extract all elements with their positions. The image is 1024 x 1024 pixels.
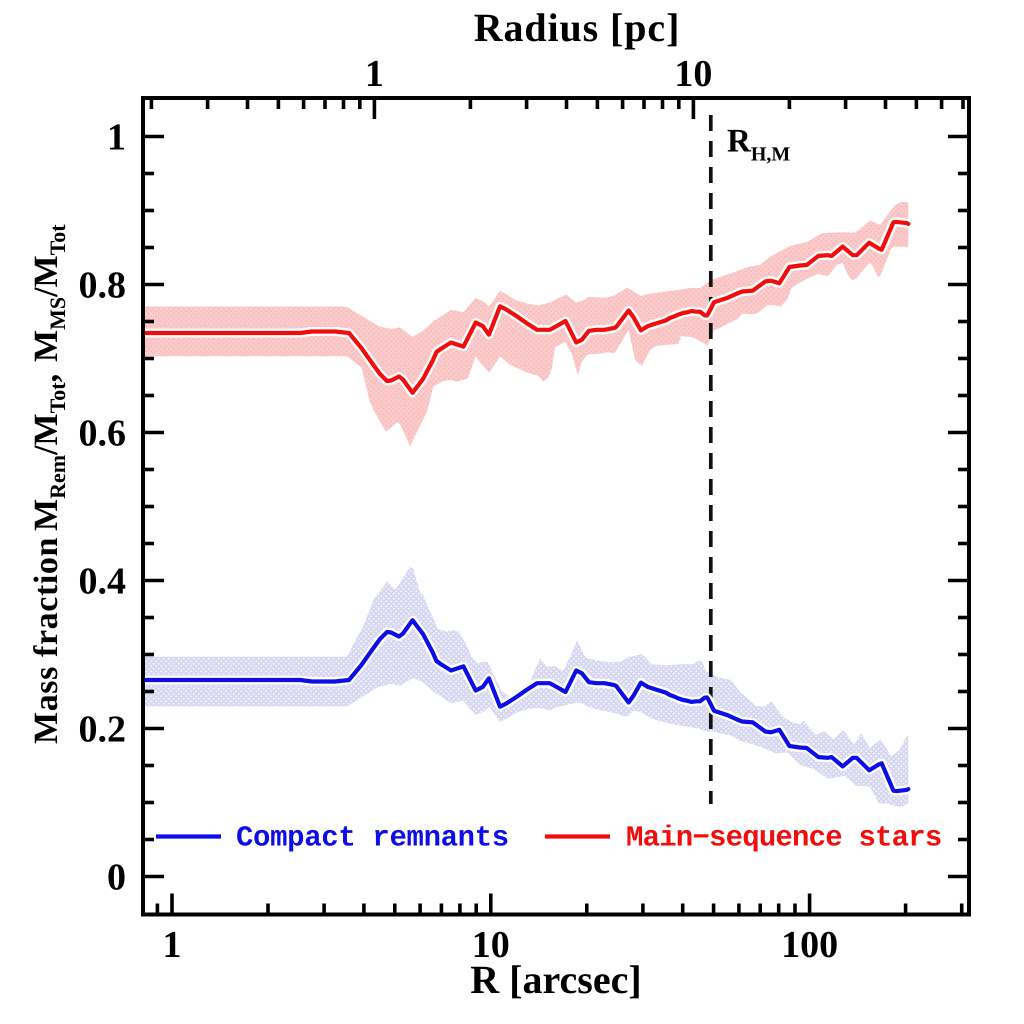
svg-text:0: 0 — [107, 857, 126, 899]
svg-text:Radius [pc]: Radius [pc] — [474, 5, 681, 50]
svg-text:1: 1 — [107, 117, 126, 159]
svg-text:1: 1 — [365, 53, 384, 95]
svg-text:R [arcsec]: R [arcsec] — [470, 957, 641, 1002]
svg-text:10: 10 — [472, 924, 510, 966]
svg-text:Compact remnants: Compact remnants — [236, 822, 509, 855]
svg-text:Mass fraction: Mass fraction — [28, 537, 65, 744]
svg-text:100: 100 — [781, 924, 838, 966]
svg-text:0.8: 0.8 — [79, 265, 127, 307]
svg-text:1: 1 — [163, 924, 182, 966]
svg-text:10: 10 — [674, 53, 712, 95]
svg-text:0.4: 0.4 — [79, 561, 127, 603]
svg-text:0.2: 0.2 — [79, 709, 127, 751]
svg-text:0.6: 0.6 — [79, 413, 127, 455]
svg-text:Main−sequence stars: Main−sequence stars — [626, 822, 941, 855]
